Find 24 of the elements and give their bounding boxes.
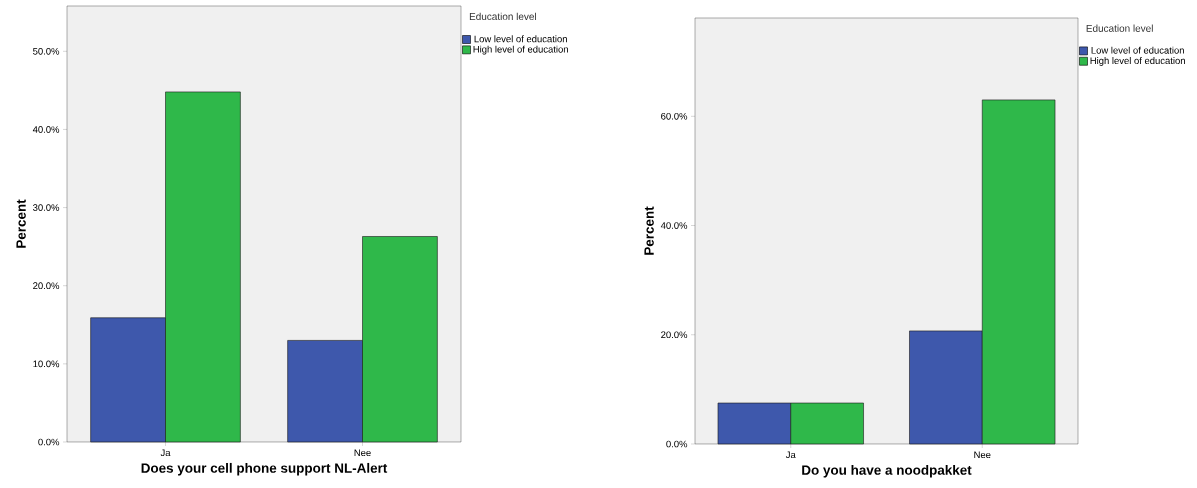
y-tick-label: 40.0% bbox=[660, 222, 688, 229]
legend-label: High level of education bbox=[1090, 57, 1185, 66]
legend-label: Low level of education bbox=[1091, 46, 1184, 54]
legend-label: Low level of education bbox=[474, 35, 567, 43]
legend-title: Education level bbox=[469, 12, 536, 21]
x-axis-title: Does your cell phone support NL-Alert bbox=[141, 462, 388, 476]
legend-label: High level of education bbox=[473, 45, 568, 55]
y-tick-label: 10.0% bbox=[33, 360, 60, 368]
x-tick-label: Ja bbox=[785, 451, 796, 459]
x-tick-label: Nee bbox=[974, 451, 991, 459]
y-tick-label: 40.0% bbox=[32, 126, 60, 133]
y-axis-title: Percent bbox=[644, 206, 654, 255]
x-axis-title: Do you have a noodpakket bbox=[802, 464, 972, 478]
y-tick-label: 30.0% bbox=[33, 204, 60, 211]
x-tick-label: Nee bbox=[354, 449, 371, 457]
legend-title: Education level bbox=[1086, 24, 1153, 32]
y-axis-title: Percent bbox=[16, 199, 26, 248]
y-tick-label: 50.0% bbox=[33, 47, 60, 55]
y-tick-label: 60.0% bbox=[661, 112, 688, 120]
x-tick-label: Ja bbox=[160, 449, 171, 457]
y-tick-label: 20.0% bbox=[661, 331, 688, 339]
y-tick-label: 0.0% bbox=[666, 440, 688, 448]
y-tick-label: 0.0% bbox=[38, 438, 60, 446]
y-tick-label: 20.0% bbox=[33, 282, 60, 290]
